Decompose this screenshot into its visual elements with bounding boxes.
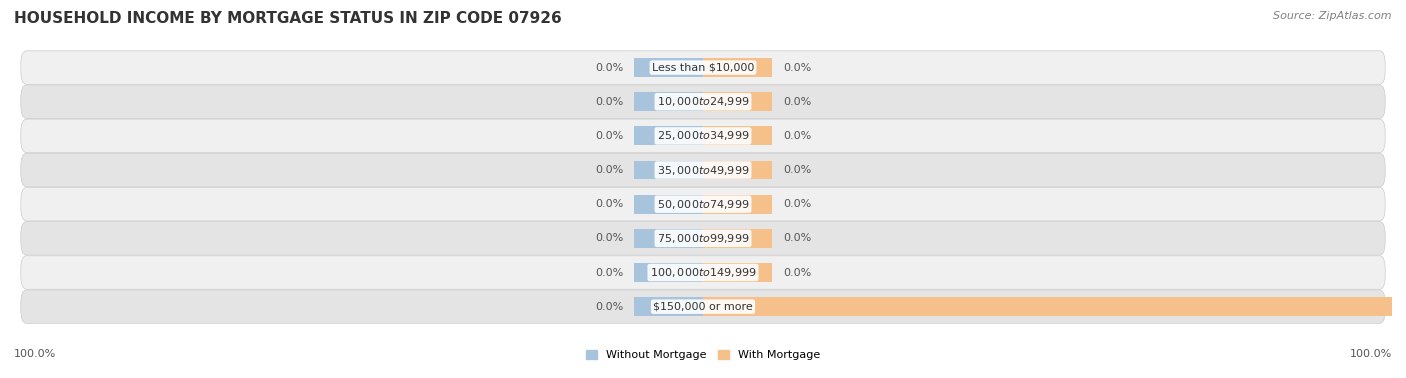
- Bar: [703, 297, 1406, 316]
- Bar: [634, 263, 703, 282]
- Text: $10,000 to $24,999: $10,000 to $24,999: [657, 95, 749, 108]
- Bar: [634, 58, 703, 77]
- Bar: [703, 92, 772, 111]
- FancyBboxPatch shape: [21, 222, 1385, 255]
- Text: Less than $10,000: Less than $10,000: [652, 63, 754, 73]
- Bar: [634, 127, 703, 145]
- Text: 0.0%: 0.0%: [783, 131, 811, 141]
- Text: 0.0%: 0.0%: [783, 63, 811, 73]
- Text: 0.0%: 0.0%: [595, 233, 623, 243]
- Text: 0.0%: 0.0%: [595, 268, 623, 277]
- Text: 0.0%: 0.0%: [595, 199, 623, 209]
- Legend: Without Mortgage, With Mortgage: Without Mortgage, With Mortgage: [586, 350, 820, 360]
- FancyBboxPatch shape: [21, 256, 1385, 289]
- Bar: [703, 127, 772, 145]
- Text: 0.0%: 0.0%: [783, 97, 811, 107]
- Text: $75,000 to $99,999: $75,000 to $99,999: [657, 232, 749, 245]
- Bar: [703, 263, 772, 282]
- Bar: [634, 92, 703, 111]
- Text: 0.0%: 0.0%: [783, 165, 811, 175]
- Bar: [703, 195, 772, 214]
- Text: 0.0%: 0.0%: [595, 97, 623, 107]
- Bar: [703, 161, 772, 180]
- Bar: [703, 229, 772, 248]
- Text: 100.0%: 100.0%: [1350, 349, 1392, 359]
- Bar: [634, 161, 703, 180]
- Text: 0.0%: 0.0%: [595, 302, 623, 311]
- Text: Source: ZipAtlas.com: Source: ZipAtlas.com: [1274, 11, 1392, 21]
- Bar: [703, 58, 772, 77]
- Text: $25,000 to $34,999: $25,000 to $34,999: [657, 129, 749, 143]
- Text: 100.0%: 100.0%: [14, 349, 56, 359]
- FancyBboxPatch shape: [21, 153, 1385, 187]
- Text: HOUSEHOLD INCOME BY MORTGAGE STATUS IN ZIP CODE 07926: HOUSEHOLD INCOME BY MORTGAGE STATUS IN Z…: [14, 11, 562, 26]
- Text: 0.0%: 0.0%: [783, 199, 811, 209]
- Text: 0.0%: 0.0%: [783, 268, 811, 277]
- Bar: [634, 195, 703, 214]
- Text: 0.0%: 0.0%: [783, 233, 811, 243]
- Text: $35,000 to $49,999: $35,000 to $49,999: [657, 164, 749, 177]
- FancyBboxPatch shape: [21, 187, 1385, 221]
- Bar: [634, 297, 703, 316]
- Text: $100,000 to $149,999: $100,000 to $149,999: [650, 266, 756, 279]
- FancyBboxPatch shape: [21, 290, 1385, 324]
- FancyBboxPatch shape: [21, 51, 1385, 84]
- Text: 0.0%: 0.0%: [595, 63, 623, 73]
- Text: $150,000 or more: $150,000 or more: [654, 302, 752, 311]
- Text: $50,000 to $74,999: $50,000 to $74,999: [657, 198, 749, 211]
- FancyBboxPatch shape: [21, 85, 1385, 118]
- Text: 0.0%: 0.0%: [595, 165, 623, 175]
- Bar: [634, 229, 703, 248]
- Text: 0.0%: 0.0%: [595, 131, 623, 141]
- FancyBboxPatch shape: [21, 119, 1385, 153]
